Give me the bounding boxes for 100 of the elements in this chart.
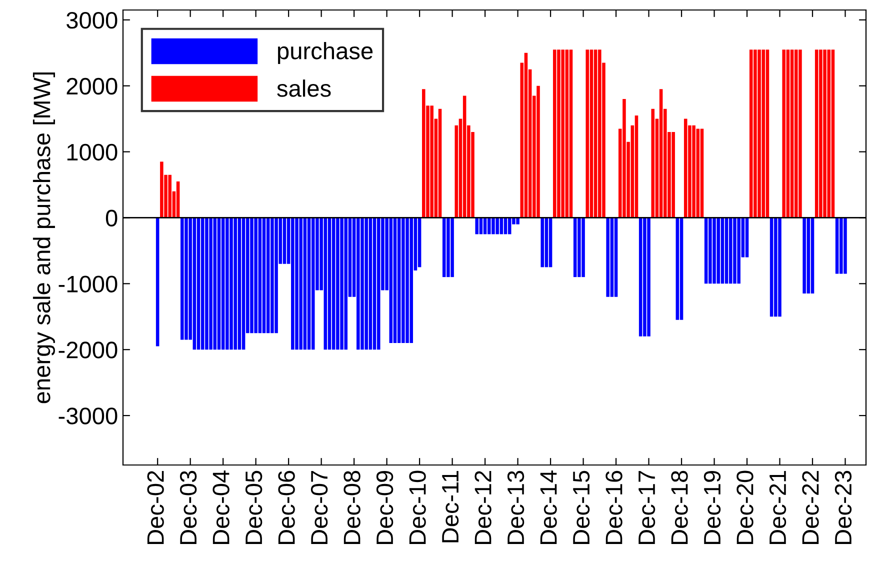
y-tick-label: 1000 [67,144,118,161]
bar [442,218,446,278]
bar [651,108,655,218]
bar [462,96,466,218]
bar [438,108,442,218]
x-tick-label: Dec-15 [573,470,590,544]
y-tick-label: -2000 [58,342,118,358]
bar [360,218,364,350]
x-tick-label: Dec-09 [376,470,394,544]
bar [835,218,839,274]
bar [209,218,212,350]
bar [814,50,818,218]
bar [344,218,348,350]
bar [254,218,258,334]
bar [332,218,336,350]
bar [790,50,794,218]
bar [282,218,286,264]
bar [274,218,278,334]
bar [213,218,217,350]
bar [492,218,495,234]
bar [831,50,835,218]
x-tick-label: Dec-22 [802,471,819,544]
bar [578,218,581,278]
bar [610,218,614,297]
y-tick-label: -3000 [58,408,118,424]
bar [402,218,405,344]
bar [242,218,246,350]
bar [340,218,344,350]
bar [802,218,806,294]
bar [676,218,680,320]
bar [659,89,663,218]
bar [786,50,790,218]
bar [184,218,188,340]
bar [168,174,172,218]
bar [205,218,208,350]
bar [794,50,798,218]
bar [672,132,675,218]
bar [586,50,590,218]
bar [598,50,602,218]
bar [221,218,225,350]
bar [712,218,716,284]
bar [446,218,450,278]
x-tick-label: Dec-16 [606,470,622,544]
x-tick-label: Dec-02 [147,471,164,544]
bar [806,218,810,294]
x-tick-label: Dec-03 [180,470,197,544]
bar [226,218,229,350]
bar [230,218,233,350]
bar [758,50,761,218]
bar [647,218,650,336]
bar [638,218,642,336]
bar [614,218,618,297]
bar [180,218,184,340]
bar [299,218,302,350]
bar [496,218,499,234]
bar [270,218,274,334]
bar [634,116,638,218]
bar [406,218,409,344]
bar [540,218,544,268]
x-tick-label: Dec-06 [278,470,295,544]
bar [692,125,696,218]
bar [156,218,160,346]
bar [582,218,585,278]
bar [590,50,594,218]
bar [475,218,478,234]
bar [200,218,204,350]
bar [684,118,688,218]
bar [622,99,626,218]
bar [376,218,380,350]
x-tick-label: Dec-07 [310,471,328,544]
bar [708,218,712,284]
x-tick-label: Dec-21 [769,471,786,544]
y-tick-label: -1000 [58,276,118,292]
bar [573,218,577,278]
bar [827,50,831,218]
bar [238,218,242,350]
bar [397,218,401,344]
bar [422,89,426,218]
x-tick-label: Dec-17 [638,471,656,544]
bar [778,218,782,317]
bar [160,162,164,218]
bar [364,218,368,350]
bar [606,218,610,297]
x-tick-label: Dec-12 [474,471,492,544]
x-tick-label: Dec-14 [540,470,557,544]
bar [234,218,237,350]
x-tick-label: Dec-13 [507,470,524,544]
x-tick-label: Dec-11 [442,471,459,542]
x-tick-label: Dec-20 [736,470,754,544]
bar [733,218,736,284]
bar [844,218,847,274]
bar [810,218,814,294]
bar [680,218,684,320]
bar [295,218,298,350]
bar [450,218,454,278]
bar [819,50,822,218]
bar [643,218,646,336]
bar [410,218,414,344]
bar [720,218,724,284]
bar [565,50,569,218]
